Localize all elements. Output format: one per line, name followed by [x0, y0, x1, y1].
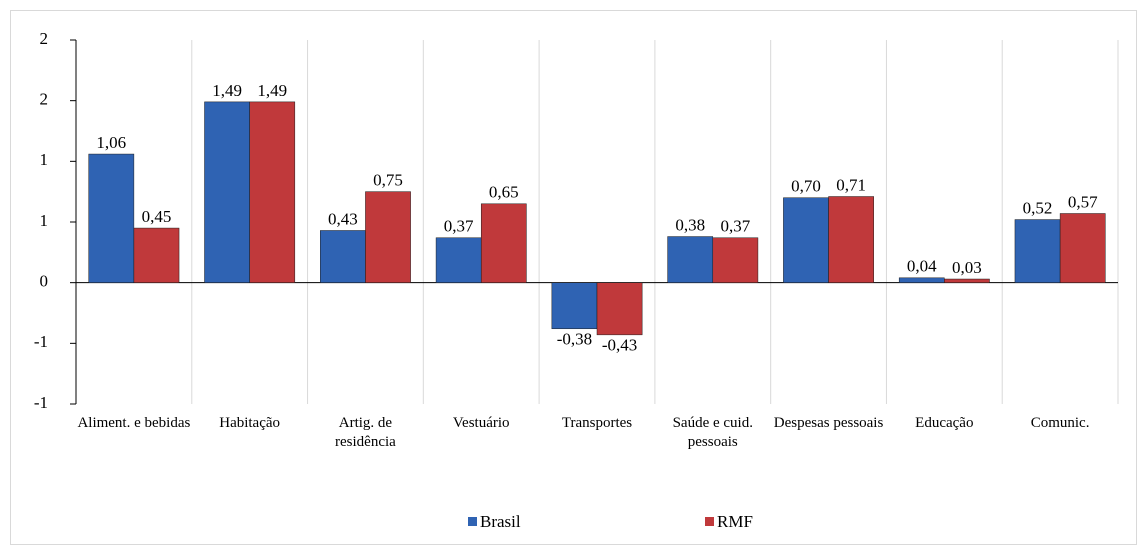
- y-tick-label: 1: [40, 150, 49, 169]
- value-label: 0,52: [1023, 198, 1053, 217]
- bar: [551, 282, 598, 330]
- bar: [667, 236, 714, 283]
- x-tick-label-box: Aliment. e bebidas: [77, 415, 191, 431]
- bar: [944, 278, 990, 283]
- x-tick-label: Aliment. e bebidas: [77, 415, 191, 431]
- bar: [783, 197, 829, 283]
- x-tick-label: Transportes: [561, 415, 633, 431]
- value-label: 0,57: [1068, 192, 1098, 211]
- value-label: 0,37: [720, 217, 750, 236]
- value-label: 1,49: [212, 81, 242, 100]
- value-label: 0,71: [836, 175, 866, 194]
- bar: [133, 227, 180, 283]
- x-tick-label: Habitação: [219, 415, 281, 431]
- bar: [828, 196, 874, 283]
- x-tick-label: Despesas pessoais: [773, 415, 884, 431]
- bar: [249, 101, 296, 283]
- value-label: 0,75: [373, 171, 403, 190]
- value-label: 0,43: [328, 209, 358, 228]
- x-tick-label-box: Despesas pessoais: [773, 415, 884, 431]
- value-label: 0,38: [675, 215, 705, 234]
- value-label: 0,45: [142, 207, 172, 226]
- legend-swatch: [705, 517, 714, 526]
- bar: [435, 237, 482, 283]
- value-label: 0,37: [444, 217, 474, 236]
- x-tick-label-box: Habitação: [219, 415, 281, 431]
- value-label: 0,70: [791, 177, 821, 196]
- bar: [320, 230, 366, 283]
- bar: [596, 282, 643, 336]
- x-tick-label-box: Transportes: [561, 415, 633, 431]
- legend-swatch: [468, 517, 477, 526]
- bar: [204, 101, 250, 283]
- y-tick-label: 1: [40, 211, 49, 230]
- value-label: 1,49: [257, 81, 287, 100]
- bar: [1014, 219, 1061, 283]
- bar: [480, 203, 527, 283]
- x-tick-label: Educação: [915, 415, 974, 431]
- x-tick-label-box: Comunic.: [1030, 415, 1090, 431]
- y-tick-label: -1: [34, 393, 48, 412]
- bar: [88, 153, 135, 283]
- value-label: -0,38: [557, 330, 592, 349]
- x-tick-label: Vestuário: [452, 415, 510, 431]
- x-tick-label-box: Saúde e cuid. pessoais: [672, 415, 753, 450]
- value-label: 1,06: [96, 133, 126, 152]
- x-tick-label: Artig. de residência: [335, 415, 396, 450]
- y-tick-label: 0: [40, 272, 49, 291]
- value-label: 0,03: [952, 258, 982, 277]
- value-label: 0,04: [907, 257, 937, 276]
- x-tick-label: Comunic.: [1030, 415, 1090, 431]
- chart-border: [10, 10, 1137, 545]
- bar: [898, 277, 945, 283]
- x-tick-label-box: Artig. de residência: [335, 415, 396, 450]
- legend-label: RMF: [717, 512, 753, 531]
- y-tick-label: -1: [34, 332, 48, 351]
- x-tick-label-box: Vestuário: [452, 415, 510, 431]
- bar: [365, 191, 411, 283]
- x-tick-label: Saúde e cuid. pessoais: [672, 415, 753, 450]
- value-label: 0,65: [489, 183, 519, 202]
- y-tick-label: 2: [40, 90, 49, 109]
- value-label: -0,43: [602, 336, 637, 355]
- bar: [1059, 213, 1106, 283]
- y-tick-label: 2: [40, 29, 49, 48]
- legend-label: Brasil: [480, 512, 521, 531]
- x-tick-label-box: Educação: [915, 415, 974, 431]
- bar: [712, 237, 759, 283]
